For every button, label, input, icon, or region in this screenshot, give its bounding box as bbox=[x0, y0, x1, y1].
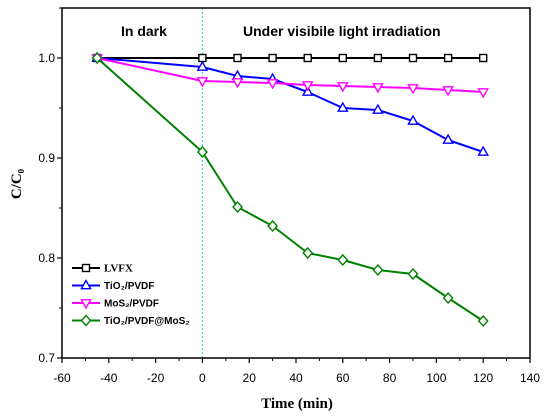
data-point bbox=[372, 263, 384, 277]
series-group bbox=[91, 51, 489, 328]
data-point bbox=[268, 53, 277, 63]
data-point bbox=[198, 53, 207, 63]
x-tick-label: 0 bbox=[199, 371, 206, 385]
legend-label: TiO₂/PVDF@MoS₂ bbox=[104, 316, 190, 327]
y-axis-title: C/C₀ bbox=[9, 168, 25, 199]
legend-swatch-marker bbox=[80, 299, 92, 310]
data-point bbox=[407, 267, 419, 281]
legend-entry-tio2-pvdf: TiO₂/PVDF bbox=[72, 279, 154, 292]
data-point bbox=[266, 79, 279, 90]
x-tick-label: 20 bbox=[243, 371, 257, 385]
series-mos2-pvdf bbox=[91, 54, 489, 99]
data-point bbox=[337, 82, 349, 93]
data-point bbox=[338, 53, 347, 63]
y-tick-label: 0.7 bbox=[38, 351, 55, 365]
data-point bbox=[233, 53, 242, 63]
data-point bbox=[477, 88, 489, 99]
plot-frame bbox=[61, 7, 531, 359]
data-point bbox=[196, 77, 209, 88]
x-tick-label: -60 bbox=[53, 371, 71, 385]
legend-swatch-marker bbox=[80, 279, 92, 290]
annotation-visible-light: Under visibile light irradiation bbox=[243, 23, 441, 39]
data-point bbox=[301, 81, 314, 92]
annotation-in-dark: In dark bbox=[121, 23, 167, 39]
legend-swatch-marker bbox=[81, 263, 91, 273]
x-tick-label: 120 bbox=[473, 371, 493, 385]
data-point bbox=[477, 145, 489, 156]
legend-label: LVFX bbox=[104, 263, 133, 275]
data-point bbox=[267, 219, 279, 233]
data-point bbox=[196, 60, 209, 71]
y-tick-label: 1.0 bbox=[38, 51, 55, 65]
data-point bbox=[302, 246, 314, 260]
data-point bbox=[442, 133, 454, 144]
legend-label: MoS₂/PVDF bbox=[104, 299, 159, 310]
y-tick-label: 0.9 bbox=[38, 151, 55, 165]
series-lvfx bbox=[92, 53, 488, 63]
data-point bbox=[407, 114, 419, 125]
legend: LVFX TiO₂/PVDF MoS₂/PVDF TiO₂/PVDF@MoS₂ bbox=[72, 263, 190, 327]
data-point bbox=[442, 86, 454, 97]
axes: -60 -40 -20 0 20 40 60 80 100 120 140 0.7 0.8 0.9 1.0 bbox=[38, 7, 540, 385]
data-point bbox=[91, 51, 103, 65]
data-point bbox=[231, 78, 244, 89]
legend-entry-mos2-pvdf: MoS₂/PVDF bbox=[72, 299, 159, 310]
data-point bbox=[303, 53, 312, 63]
data-point bbox=[372, 83, 384, 94]
series-line bbox=[96, 57, 484, 322]
legend-swatch-marker bbox=[80, 314, 92, 327]
data-point bbox=[337, 101, 349, 112]
series-tio2-pvdf bbox=[91, 51, 489, 156]
data-point bbox=[479, 53, 488, 63]
data-point bbox=[372, 103, 384, 114]
data-point bbox=[232, 200, 243, 214]
x-tick-label: 60 bbox=[336, 371, 350, 385]
x-tick-label: 40 bbox=[289, 371, 303, 385]
data-point bbox=[477, 314, 489, 328]
data-point bbox=[442, 291, 454, 305]
y-tick-label: 0.8 bbox=[38, 251, 55, 265]
x-tick-label: 140 bbox=[520, 371, 540, 385]
x-tick-label: 80 bbox=[383, 371, 397, 385]
legend-entry-lvfx: LVFX bbox=[72, 263, 133, 275]
x-axis-title: Time (min) bbox=[261, 396, 333, 412]
data-point bbox=[443, 53, 453, 63]
legend-entry-tio2-pvdf-mos2: TiO₂/PVDF@MoS₂ bbox=[72, 314, 190, 327]
data-point bbox=[373, 53, 383, 63]
data-point bbox=[337, 253, 349, 267]
data-point bbox=[407, 84, 419, 95]
legend-label: TiO₂/PVDF bbox=[104, 281, 154, 292]
series-tio2-pvdf-mos2 bbox=[91, 51, 489, 328]
data-point bbox=[408, 53, 418, 63]
series-line bbox=[97, 57, 484, 153]
data-point bbox=[196, 145, 208, 159]
x-tick-label: 100 bbox=[426, 371, 446, 385]
series-line bbox=[96, 57, 484, 93]
x-tick-label: -20 bbox=[147, 371, 165, 385]
x-tick-label: -40 bbox=[100, 371, 118, 385]
